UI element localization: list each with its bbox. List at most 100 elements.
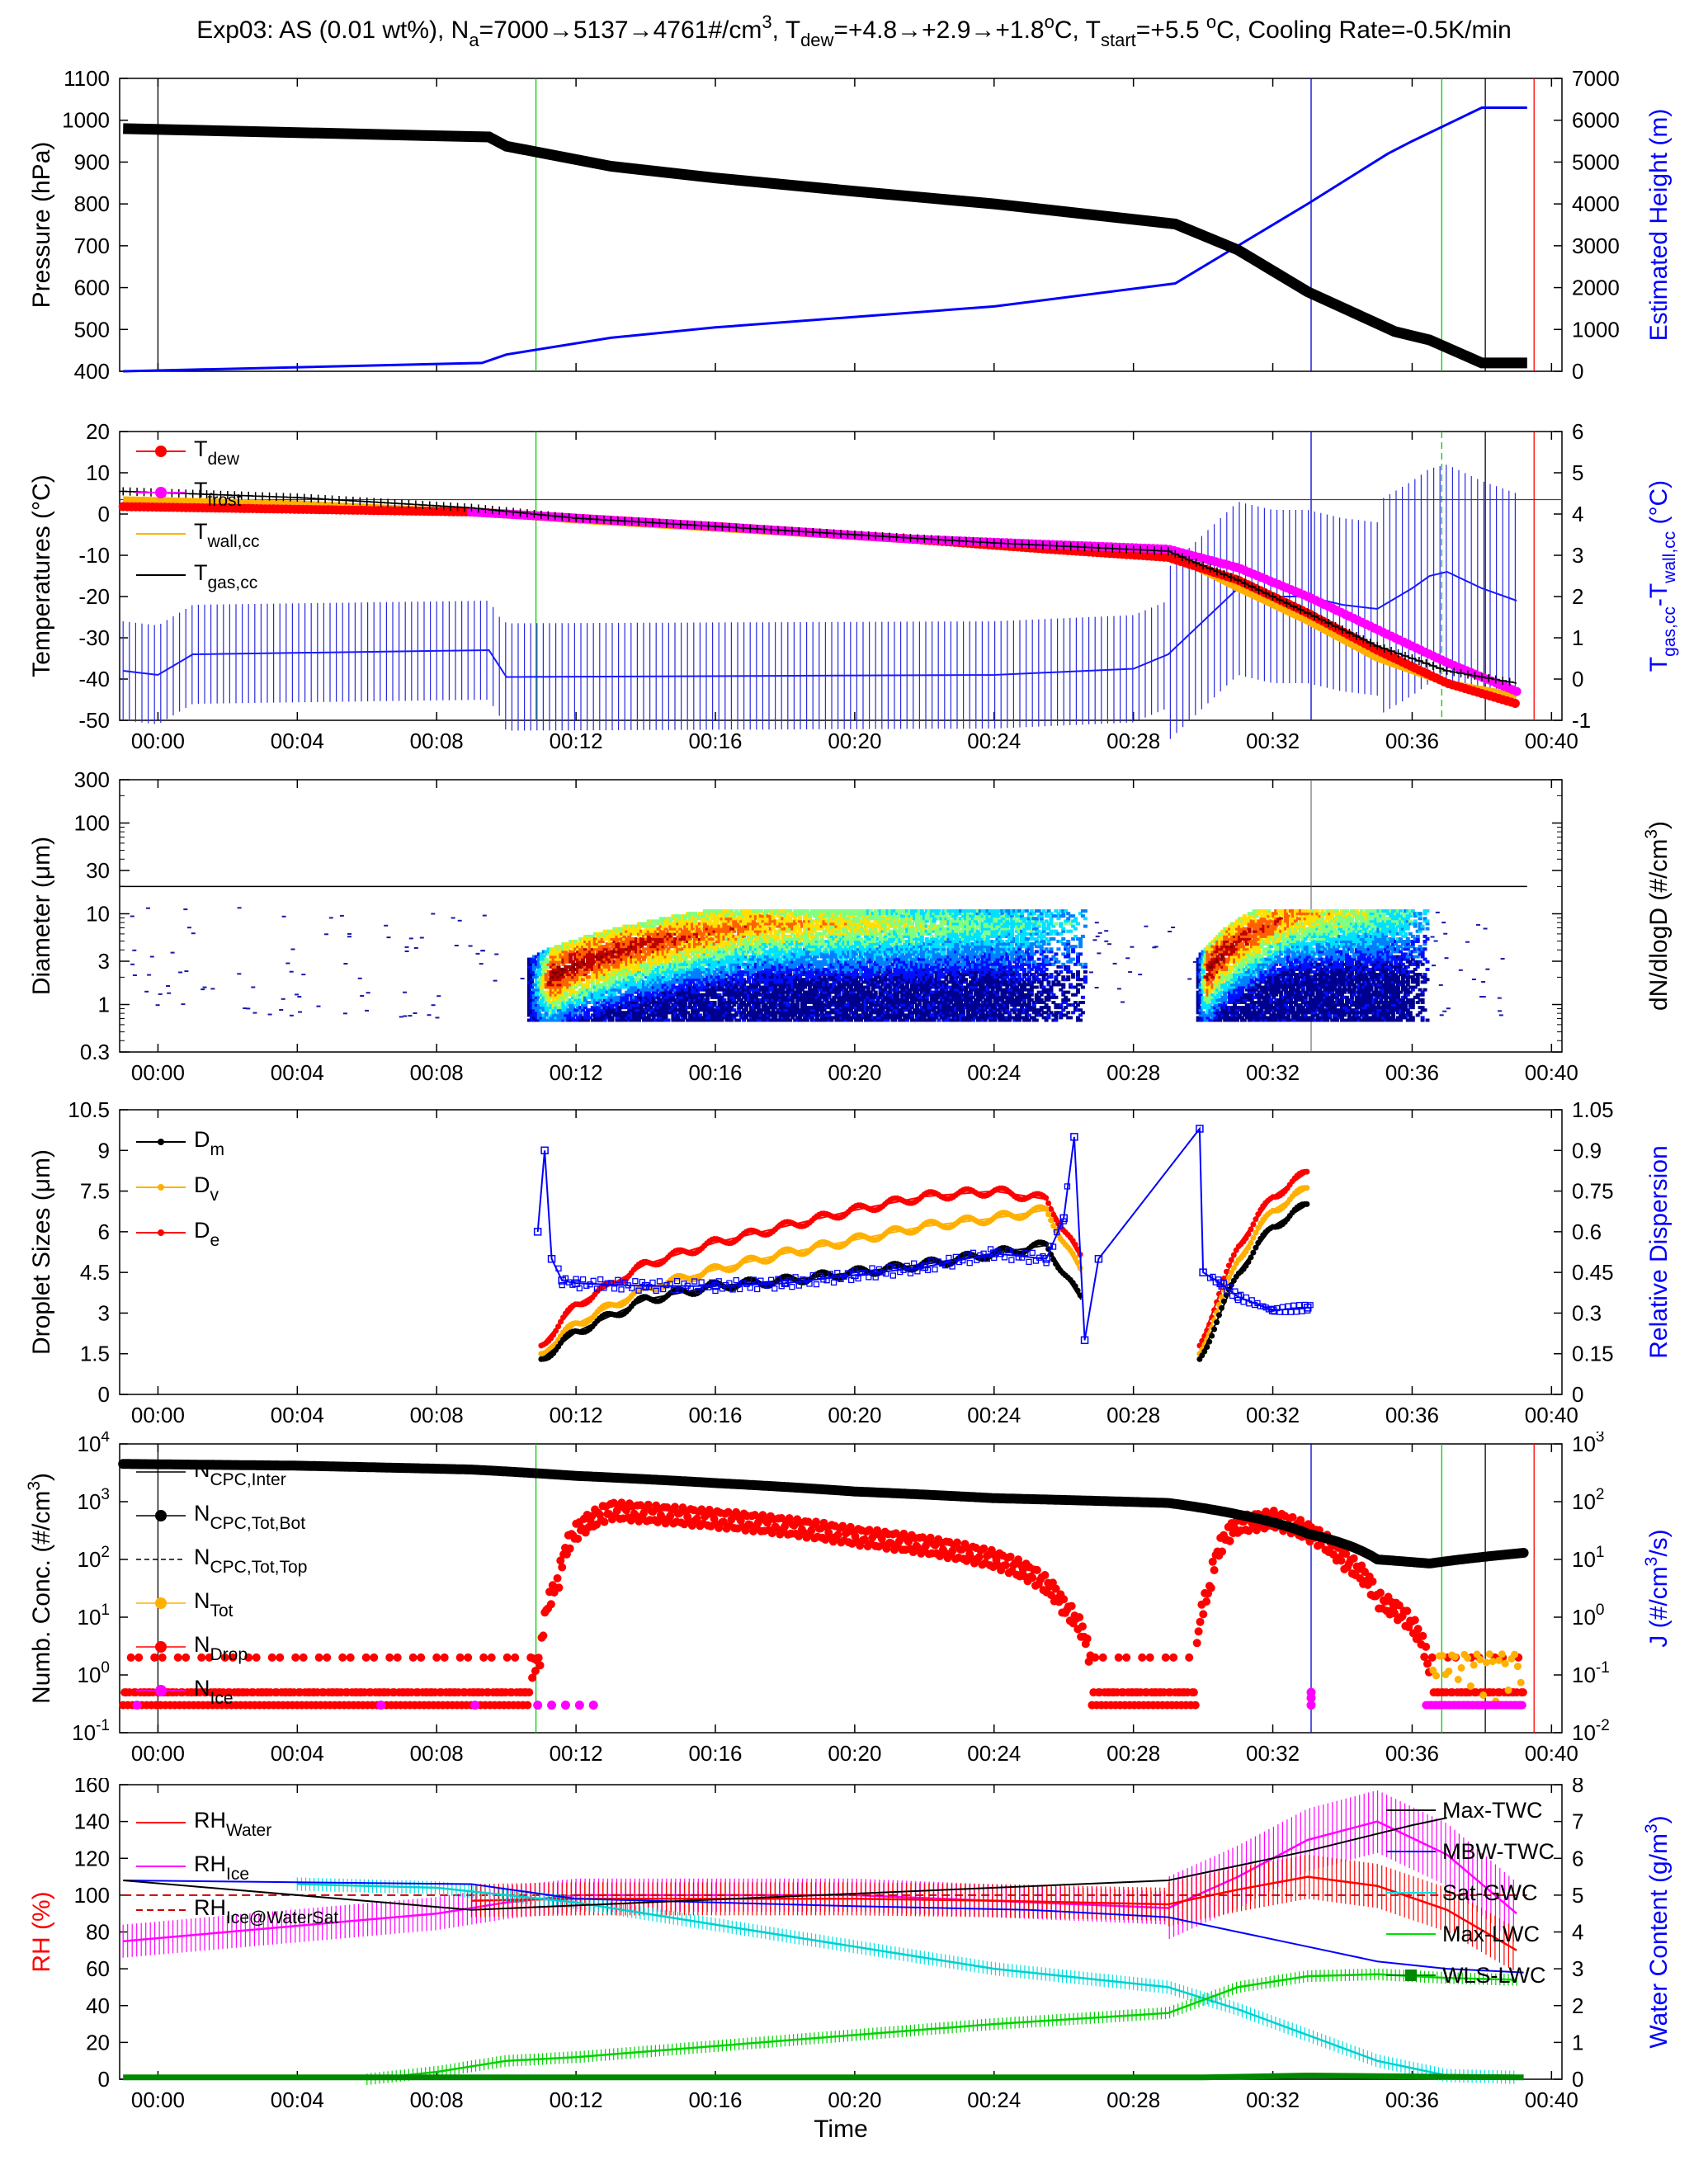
heatmap-cell xyxy=(729,957,734,961)
legend-entry: Tfrost xyxy=(194,478,242,510)
heatmap-cell xyxy=(561,980,566,984)
heatmap-cell xyxy=(365,1009,370,1012)
heatmap-cell xyxy=(612,980,617,984)
heatmap-cell xyxy=(768,983,773,987)
heatmap-cell xyxy=(751,1018,756,1022)
heatmap-cell xyxy=(566,1008,571,1012)
heatmap-cell xyxy=(763,983,768,987)
heatmap-cell xyxy=(686,985,691,989)
heatmap-cell xyxy=(773,1003,778,1007)
heatmap-cell xyxy=(732,960,737,964)
heatmap-cell xyxy=(683,932,688,936)
heatmap-cell xyxy=(147,974,152,976)
heatmap-cell xyxy=(691,978,695,982)
heatmap-cell xyxy=(610,998,615,1002)
heatmap-cell xyxy=(646,983,651,987)
heatmap-cell xyxy=(668,917,673,921)
heatmap-cell xyxy=(658,917,663,921)
heatmap-cell xyxy=(697,942,702,946)
heatmap-cell xyxy=(556,973,561,977)
heatmap-cell xyxy=(566,983,571,987)
heatmap-cell xyxy=(651,934,656,938)
heatmap-cell xyxy=(686,952,691,956)
heatmap-cell xyxy=(653,947,658,951)
heatmap-cell xyxy=(602,955,607,959)
heatmap-cell xyxy=(734,912,739,916)
heatmap-cell xyxy=(695,945,700,949)
heatmap-cell xyxy=(585,1016,590,1020)
heatmap-cell xyxy=(729,1016,734,1020)
heatmap-cell xyxy=(646,990,651,994)
heatmap-cell xyxy=(756,990,761,994)
heatmap-cell xyxy=(771,945,776,949)
heatmap-cell xyxy=(566,960,571,964)
heatmap-cell xyxy=(756,950,761,954)
heatmap-cell xyxy=(644,990,649,994)
heatmap-cell xyxy=(658,985,663,989)
heatmap-cell xyxy=(681,993,686,997)
heatmap-cell xyxy=(720,960,724,964)
heatmap-cell xyxy=(252,1012,257,1014)
heatmap-cell xyxy=(710,983,715,987)
heatmap-cell xyxy=(653,955,658,959)
heatmap-cell xyxy=(695,978,700,982)
heatmap-cell xyxy=(561,1003,566,1007)
heatmap-cell xyxy=(778,940,783,943)
heatmap-cell xyxy=(617,1016,622,1020)
heatmap-cell xyxy=(666,993,671,997)
heatmap-cell xyxy=(766,934,771,938)
heatmap-cell xyxy=(761,978,766,982)
heatmap-cell xyxy=(656,1001,661,1004)
heatmap-cell xyxy=(597,983,602,987)
heatmap-cell xyxy=(585,937,590,941)
heatmap-cell xyxy=(700,914,705,918)
heatmap-cell xyxy=(739,914,744,918)
heatmap-cell xyxy=(587,947,592,951)
heatmap-cell xyxy=(651,985,656,989)
heatmap-cell xyxy=(635,975,639,979)
heatmap-cell xyxy=(656,1013,661,1017)
heatmap-cell xyxy=(781,909,786,913)
heatmap-cell xyxy=(697,934,702,938)
heatmap-cell xyxy=(724,1008,729,1012)
heatmap-cell xyxy=(554,998,559,1002)
heatmap-cell xyxy=(602,983,607,987)
heatmap-cell xyxy=(637,1013,641,1017)
heatmap-cell xyxy=(763,975,768,979)
heatmap-cell xyxy=(627,957,632,961)
heatmap-cell xyxy=(625,990,630,994)
heatmap-cell xyxy=(600,985,605,989)
heatmap-cell xyxy=(536,1013,541,1017)
heatmap-cell xyxy=(635,937,639,941)
heatmap-cell xyxy=(639,1016,644,1020)
heatmap-cell xyxy=(734,995,739,999)
heatmap-cell xyxy=(602,937,607,941)
heatmap-cell xyxy=(559,952,564,956)
heatmap-cell xyxy=(773,975,778,979)
heatmap-cell xyxy=(595,988,600,992)
heatmap-cell xyxy=(781,927,786,931)
heatmap-cell xyxy=(773,983,778,987)
heatmap-cell xyxy=(656,973,661,977)
heatmap-cell xyxy=(720,937,724,941)
heatmap-cell xyxy=(678,919,683,923)
heatmap-cell xyxy=(610,1011,615,1015)
heatmap-cell xyxy=(666,919,671,923)
heatmap-cell xyxy=(717,983,722,987)
heatmap-cell xyxy=(564,988,569,992)
heatmap-cell xyxy=(592,947,597,951)
heatmap-cell xyxy=(536,962,541,966)
heatmap-cell xyxy=(783,942,788,946)
heatmap-cell xyxy=(605,975,610,979)
heatmap-cell xyxy=(595,983,600,987)
heatmap-cell xyxy=(607,973,612,977)
heatmap-cell xyxy=(541,1006,546,1010)
heatmap-cell xyxy=(546,1001,551,1004)
heatmap-cell xyxy=(576,1001,581,1004)
heatmap-cell xyxy=(717,962,722,966)
heatmap-cell xyxy=(668,945,673,949)
heatmap-cell xyxy=(751,1001,756,1004)
heatmap-cell xyxy=(727,975,732,979)
heatmap-cell xyxy=(632,1016,637,1020)
heatmap-cell xyxy=(592,965,597,969)
